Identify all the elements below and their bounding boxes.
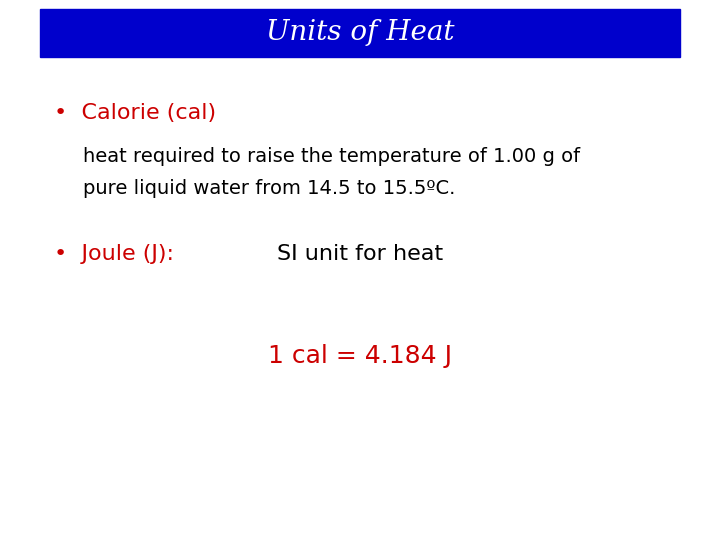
Text: 1 cal = 4.184 J: 1 cal = 4.184 J [268, 345, 452, 368]
Text: pure liquid water from 14.5 to 15.5ºC.: pure liquid water from 14.5 to 15.5ºC. [83, 179, 455, 199]
Text: heat required to raise the temperature of 1.00 g of: heat required to raise the temperature o… [83, 147, 580, 166]
Text: •  Calorie (cal): • Calorie (cal) [54, 103, 216, 124]
Text: SI unit for heat: SI unit for heat [277, 244, 444, 264]
Text: Units of Heat: Units of Heat [266, 19, 454, 46]
FancyBboxPatch shape [40, 9, 680, 57]
Text: •  Joule (J):: • Joule (J): [54, 244, 174, 264]
